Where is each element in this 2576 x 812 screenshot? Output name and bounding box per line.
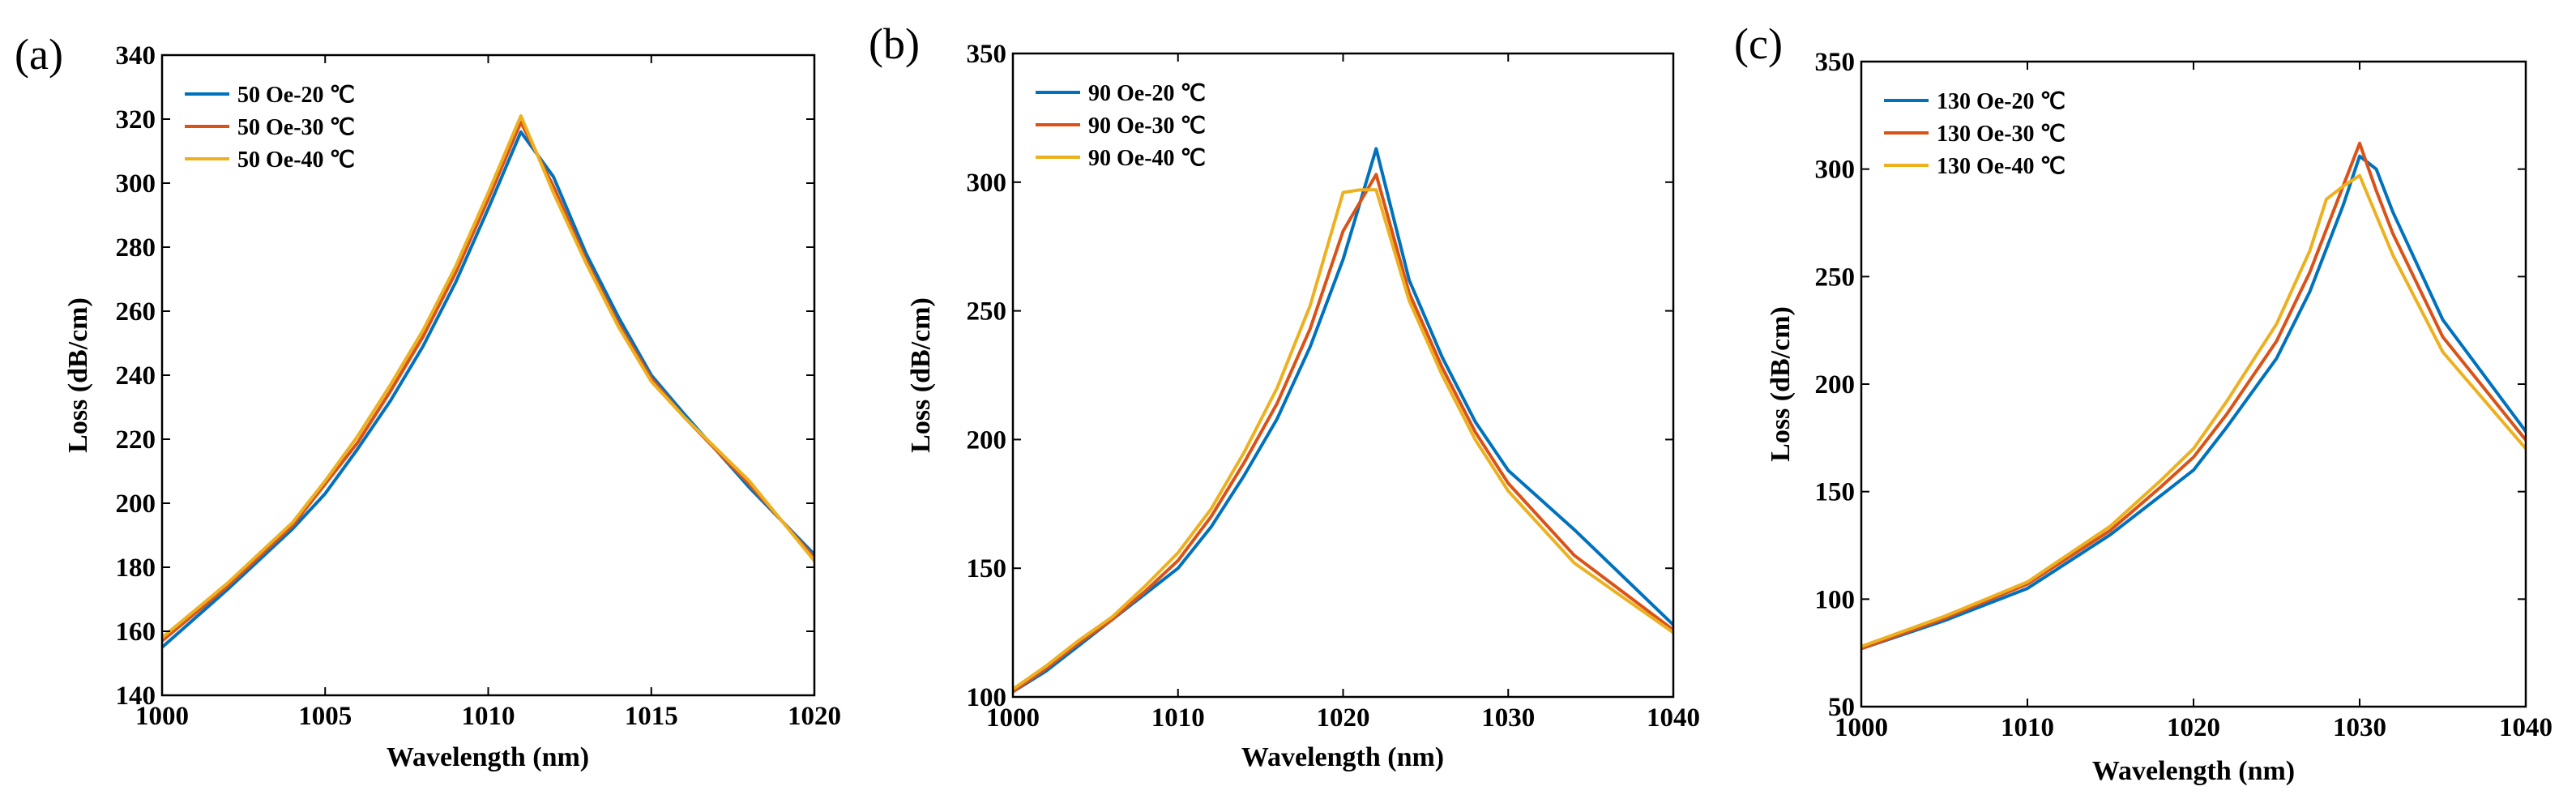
y-tick-label-a-7: 280	[116, 233, 156, 263]
legend-c: 130 Oe-20 ℃ 130 Oe-30 ℃ 130 Oe-40 ℃	[1884, 89, 2065, 179]
x-tick-label-c-1: 1010	[2001, 713, 2054, 742]
x-tick-label-a-0: 1000	[135, 702, 189, 731]
panel-label-c: (c)	[1734, 19, 1783, 68]
series-line-b-2	[1013, 173, 1673, 694]
x-tick-label-a-1: 1005	[298, 702, 352, 731]
legend-a: 50 Oe-20 ℃ 50 Oe-30 ℃ 50 Oe-40 ℃	[185, 83, 355, 173]
y-tick-label-b-2: 200	[967, 425, 1007, 455]
legend-label-b-1: 90 Oe-20 ℃	[1088, 81, 1206, 106]
legend-label-c-2: 130 Oe-30 ℃	[1937, 122, 2065, 147]
y-tick-label-a-0: 140	[116, 682, 156, 711]
y-tick-label-c-1: 100	[1815, 585, 1856, 614]
y-axis-label-b: Loss (dB/cm)	[906, 297, 936, 453]
x-tick-label-a-4: 1020	[788, 702, 841, 731]
y-tick-label-b-0: 100	[967, 683, 1007, 712]
panel-label-b: (b)	[869, 19, 920, 68]
x-axis-label-a: Wavelength (nm)	[387, 742, 589, 772]
legend-label-b-2: 90 Oe-30 ℃	[1088, 113, 1206, 139]
series-line-c-1	[1861, 154, 2526, 651]
y-tick-label-b-5: 350	[967, 40, 1007, 69]
legend-label-c-3: 130 Oe-40 ℃	[1937, 154, 2065, 179]
panel-label-a: (a)	[15, 30, 63, 79]
series-line-a-2	[162, 120, 814, 643]
series-line-a-1	[162, 130, 814, 649]
y-tick-label-a-4: 220	[116, 425, 156, 455]
y-tick-label-c-5: 300	[1815, 156, 1856, 185]
x-axis-label-b: Wavelength (nm)	[1241, 742, 1444, 772]
y-tick-label-c-3: 200	[1815, 370, 1856, 400]
y-tick-label-c-2: 150	[1815, 478, 1856, 507]
y-tick-label-b-4: 300	[967, 169, 1007, 198]
y-tick-label-a-3: 200	[116, 489, 156, 519]
y-tick-label-c-4: 250	[1815, 263, 1856, 292]
series-line-a-3	[162, 114, 814, 639]
y-tick-label-c-6: 350	[1815, 48, 1856, 77]
legend-b: 90 Oe-20 ℃ 90 Oe-30 ℃ 90 Oe-40 ℃	[1036, 81, 1206, 171]
x-axis-label-c: Wavelength (nm)	[2092, 756, 2295, 786]
legend-label-a-2: 50 Oe-30 ℃	[237, 115, 355, 140]
series-line-c-3	[1861, 173, 2526, 648]
y-axis-label-a: Loss (dB/cm)	[63, 297, 93, 453]
y-tick-label-b-1: 150	[967, 554, 1007, 583]
legend-label-a-1: 50 Oe-20 ℃	[237, 83, 355, 108]
legend-label-b-3: 90 Oe-40 ℃	[1088, 146, 1206, 171]
y-tick-label-a-10: 340	[116, 41, 156, 71]
x-tick-label-b-0: 1000	[986, 703, 1040, 733]
y-tick-label-b-3: 250	[967, 297, 1007, 327]
y-tick-label-a-5: 240	[116, 361, 156, 391]
x-tick-label-c-0: 1000	[1835, 713, 1888, 742]
x-tick-label-b-1: 1010	[1151, 703, 1205, 733]
y-tick-label-a-9: 320	[116, 105, 156, 135]
x-tick-label-a-3: 1015	[625, 702, 678, 731]
x-tick-label-c-2: 1020	[2167, 713, 2220, 742]
y-tick-label-a-6: 260	[116, 297, 156, 327]
y-tick-label-a-2: 180	[116, 553, 156, 583]
x-tick-label-b-2: 1020	[1317, 703, 1370, 733]
chart-panel-a: (a) 1000 1005 1010 1015 1020 140 160 180 200 220 2…	[15, 30, 841, 772]
x-tick-label-a-2: 1010	[462, 702, 515, 731]
x-tick-label-b-4: 1040	[1647, 703, 1700, 733]
y-tick-label-a-1: 160	[116, 618, 156, 647]
x-tick-label-b-3: 1030	[1481, 703, 1535, 733]
chart-panel-c: (c) 1000 1010 1020 1030 1040 50 100 150 200 250 30…	[1734, 19, 2553, 786]
y-tick-label-a-8: 300	[116, 169, 156, 199]
chart-panel-b: (b) 1000 1010 1020 1030 1040 100 150 200 250 300 3…	[869, 19, 1700, 772]
series-line-b-3	[1013, 188, 1673, 691]
y-axis-label-c: Loss (dB/cm)	[1766, 306, 1796, 462]
x-tick-label-c-4: 1040	[2499, 713, 2553, 742]
series-line-c-2	[1861, 141, 2526, 651]
legend-label-c-1: 130 Oe-20 ℃	[1937, 89, 2065, 114]
y-tick-label-c-0: 50	[1828, 693, 1855, 722]
x-tick-label-c-3: 1030	[2333, 713, 2386, 742]
legend-label-a-3: 50 Oe-40 ℃	[237, 147, 355, 173]
